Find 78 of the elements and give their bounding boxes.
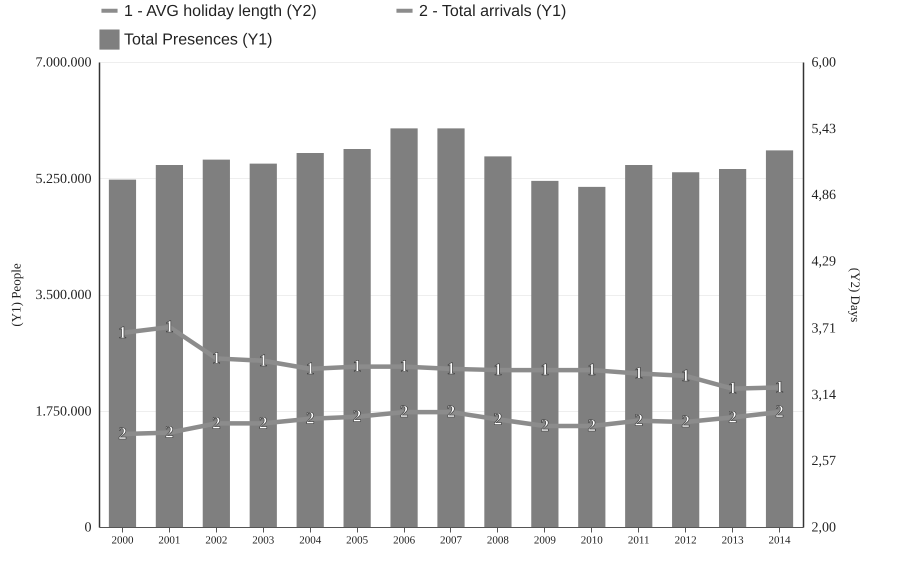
bar [625,164,652,527]
legend-label: Total Presences (Y1) [124,32,273,48]
x-tick-label: 2010 [580,534,604,546]
text: 2 [212,413,221,432]
y2-tick-label: 2,57 [812,454,836,470]
text: 1 [540,360,550,380]
x-tick-label: 2013 [722,534,744,546]
text: 2 [352,406,362,426]
x-tick-label: 2000 [111,534,134,546]
bar [484,156,512,527]
bar [437,128,465,527]
text: 2 [681,412,690,432]
annotation: 2 [118,424,127,443]
text: 1 [259,350,268,370]
y2-axis-title: (Y2) Days [848,268,863,322]
text: 2 [775,402,784,422]
y2-tick-label: 4,86 [812,188,836,204]
y-axis-title: (Y1) People [8,263,24,327]
text: 1 [165,317,174,336]
x-tick-label: 2007 [440,534,462,546]
text: 1 [728,378,737,398]
x-tick-label: 2003 [252,534,275,546]
bar [344,149,371,527]
text: 2 [400,402,408,422]
text: 2 [634,410,643,430]
bar [156,164,184,527]
x-tick-label: 2011 [628,534,650,546]
text: 2 [540,416,550,436]
x-tick-label: 2009 [534,534,556,546]
bar [578,186,606,527]
y-tick-label: 0 [84,520,92,536]
bar [250,164,277,527]
text: 1 [634,364,643,383]
text: 1 [352,356,362,376]
text: 1 [775,378,784,396]
y2-tick-label: 3,71 [812,322,836,337]
text: 1 [400,356,408,376]
text: 2 [306,408,314,428]
bar [718,168,746,527]
x-tick-label: 2012 [674,534,697,546]
bar [672,172,700,527]
annotation: 1 [118,322,127,342]
bar [531,180,558,527]
text: 1 [494,360,502,380]
legend-label: 2 - Total arrivals (Y1) [419,2,566,20]
bar [766,150,794,527]
y2-tick-label: 2,00 [812,520,836,536]
text: 2 [165,422,174,442]
text: 2 [588,416,596,436]
bar [108,180,136,527]
text: 1 [681,366,690,385]
text: 2 [494,409,502,428]
text: 2 [259,413,268,432]
text: 1 [588,360,596,380]
legend-label: 1 - AVG holiday length (Y2) [124,2,317,20]
bar [390,128,418,527]
y-tick-label: 7.000.000 [36,56,92,70]
x-tick-label: 2006 [393,534,416,546]
x-tick-label: 2001 [158,534,180,546]
bar [202,160,230,527]
bar [296,153,324,527]
y-tick-label: 3.500.000 [36,288,92,303]
text: 1 [212,348,221,368]
y-tick-label: 5.250.000 [36,172,92,187]
x-tick-label: 2014 [768,534,792,546]
y2-tick-label: 6,00 [812,56,836,70]
text: 2 [446,402,456,422]
x-tick-label: 2002 [205,534,228,546]
y2-tick-label: 4,29 [812,254,836,270]
x-tick-label: 2008 [486,534,510,546]
x-tick-label: 2005 [346,534,369,546]
text: 2 [728,407,737,426]
y-tick-label: 1.750.000 [36,404,92,420]
text: 1 [446,358,456,378]
text: 1 [306,358,314,378]
y2-tick-label: 5,43 [812,122,836,137]
x-tick-label: 2004 [299,534,322,546]
y2-tick-label: 3,14 [812,388,836,403]
